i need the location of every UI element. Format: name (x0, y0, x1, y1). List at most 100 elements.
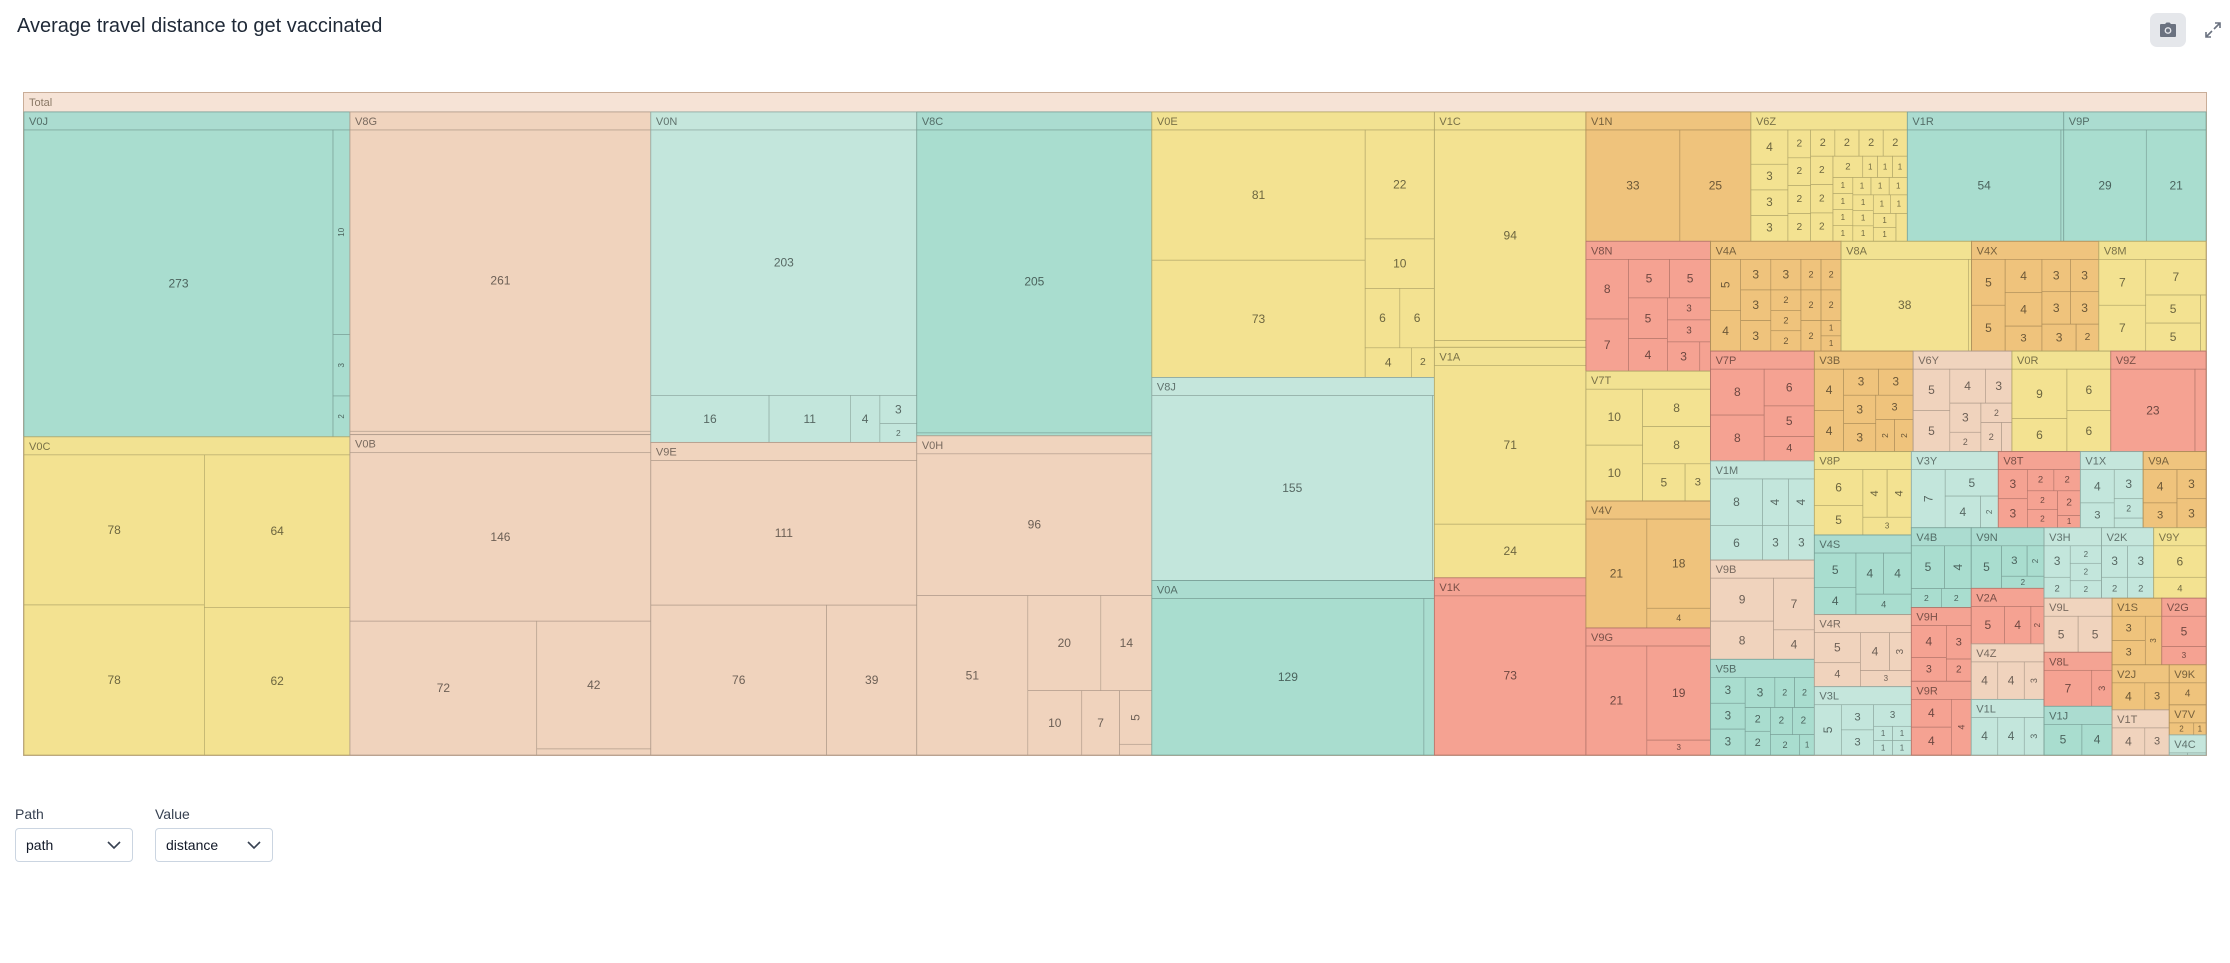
leaf-label-v6z-3: 2 (1796, 222, 1802, 233)
leaf-label-v5b-6: 2 (1755, 737, 1761, 749)
leaf-label-v0j-2: 273 (169, 276, 189, 290)
leaf-label-v6z-18: 1 (1861, 214, 1866, 223)
leaf-label-v7p-2: 8 (1734, 385, 1741, 399)
group-header-v9e (650, 442, 918, 461)
leaf-v1n-1 (1679, 129, 1752, 242)
leaf-v9g-2 (1585, 645, 1648, 756)
leaf-label-v3y-2: 5 (1968, 476, 1975, 490)
leaf-label-v0n-0: 4 (862, 412, 869, 426)
leaf-label-v6z-19: 3 (1766, 171, 1772, 183)
leaf-label-v4a-15: 1 (1829, 339, 1834, 348)
leaf-v1m-0 (1762, 525, 1789, 561)
leaf-label-v8m-0: 7 (2119, 275, 2126, 289)
value-label: Value (155, 806, 190, 822)
leaf-label-v6y-5: 4 (1964, 379, 1971, 393)
leaf-label-v9a-3: 3 (2188, 506, 2195, 520)
leaf-label-v6y-0: 3 (1995, 379, 2002, 393)
group-label-v0e: V0E (1157, 116, 1178, 128)
leaf-label-v8m-2: 7 (2119, 321, 2126, 335)
leaf-label-v6z-22: 1 (1861, 229, 1866, 238)
leaf-v8j-0 (1151, 395, 1433, 581)
leaf-label-v4x-3: 2 (2085, 332, 2091, 343)
leaf-label-v0c-0: 78 (107, 523, 121, 537)
group-label-v8p: V8P (1819, 456, 1840, 468)
leaf-v1x-2 (2113, 469, 2144, 500)
leaf-label-v4a-6: 2 (1808, 300, 1813, 310)
leaf-label-v2a-1: 4 (2014, 618, 2021, 632)
leaf-label-v6z-8: 1 (1898, 162, 1903, 171)
leaf-label-v6z-21: 2 (1819, 165, 1825, 176)
leaf-label-v6z-27: 3 (1766, 197, 1772, 209)
leaf-v0e-3 (1364, 347, 1412, 378)
leaf-label-v9e-1: 39 (865, 673, 879, 687)
group-label-v4v: V4V (1591, 505, 1612, 517)
leaf-v3b-3 (1843, 394, 1877, 424)
group-label-v0b: V0B (355, 439, 376, 451)
leaf-v9b-0 (1773, 577, 1815, 631)
leaf-v9p-1 (2063, 129, 2147, 242)
leaf-v4s-1 (1855, 552, 1884, 595)
leaf-v4r-2 (1814, 632, 1861, 664)
chevron-down-icon (107, 841, 121, 850)
leaf-label-v6z-1: 2 (1796, 166, 1802, 177)
value-select[interactable]: distance (155, 828, 273, 862)
leaf-v9e-2 (650, 460, 918, 606)
leaf-v0n-1 (879, 395, 918, 424)
leaf-v8n-6 (1699, 341, 1711, 372)
leaf-v9n-1 (2001, 545, 2028, 577)
leaf-v1l-2 (1997, 717, 2025, 756)
leaf-label-v4s-0: 4 (1832, 594, 1839, 608)
leaf-v0h-4 (916, 453, 1153, 596)
leaf-v6z-27 (1750, 189, 1789, 216)
leaf-v4a-2 (1740, 259, 1772, 291)
leaf-v0e-7 (1364, 129, 1435, 240)
path-select[interactable]: path (15, 828, 133, 862)
leaf-label-v4b-0: 2 (1924, 593, 1929, 603)
leaf-label-v3b-3: 3 (1856, 402, 1863, 416)
leaf-v8l-1 (2043, 669, 2093, 707)
leaf-v8n-7 (1628, 297, 1668, 339)
leaf-label-v1s-2: 3 (2149, 638, 2158, 643)
leaf-v4v-1 (1585, 518, 1648, 629)
leaf-label-v9n-3: 2 (2021, 578, 2026, 587)
group-label-v0a: V0A (1157, 585, 1178, 597)
leaf-label-v8p-0: 6 (1835, 481, 1842, 495)
leaf-v1s-1 (2111, 640, 2146, 666)
leaf-v9h-2 (1946, 625, 1972, 660)
leaf-v1x-4 (2113, 517, 2144, 529)
leaf-label-v0c-2: 64 (271, 524, 285, 538)
leaf-label-v4a-2: 3 (1752, 268, 1759, 282)
group-label-v1s: V1S (2117, 602, 2138, 614)
leaf-v9b-3 (1710, 577, 1774, 622)
leaf-label-v3b-4: 2 (1899, 433, 1909, 438)
leaf-label-v4s-2: 4 (1894, 567, 1901, 581)
leaf-label-v4a-0: 2 (1808, 270, 1813, 280)
leaf-v8m-3 (2145, 294, 2201, 324)
leaf-label-v8p-2: 5 (1835, 513, 1842, 527)
leaf-v9a-2 (2142, 469, 2178, 504)
leaf-label-v0h-1: 5 (1129, 714, 1143, 721)
leaf-label-v5b-7: 2 (1779, 716, 1785, 727)
leaf-label-v8m-4: 7 (2173, 270, 2180, 284)
leaf-v4z-1 (1997, 661, 2025, 700)
leaf-label-v6z-0: 2 (1796, 138, 1802, 149)
group-label-v9n: V9N (1976, 532, 1997, 544)
expand-button[interactable] (2195, 13, 2230, 47)
leaf-label-v8t-0: 2 (2038, 475, 2043, 486)
leaf-label-v8l-1: 7 (2065, 681, 2072, 695)
leaf-v8g-1 (349, 430, 652, 436)
leaf-label-v0c-1: 78 (107, 673, 121, 687)
leaf-label-v4a-5: 2 (1783, 336, 1788, 346)
leaf-label-v8n-8: 7 (1604, 338, 1611, 352)
group-header-v0e (1151, 111, 1435, 131)
leaf-v6z-33 (1895, 213, 1908, 242)
leaf-label-v6z-26: 4 (1766, 140, 1773, 154)
leaf-label-v2j-0: 3 (2154, 690, 2160, 702)
leaf-v9a-1 (2176, 469, 2207, 500)
group-label-v1r: V1R (1912, 116, 1933, 128)
leaf-label-v0r-2: 6 (2086, 383, 2093, 397)
chart-title: Average travel distance to get vaccinate… (17, 15, 383, 37)
leaf-label-v3b-5: 3 (1856, 431, 1863, 445)
group-header-v0b (349, 434, 652, 454)
camera-button[interactable] (2150, 13, 2186, 47)
